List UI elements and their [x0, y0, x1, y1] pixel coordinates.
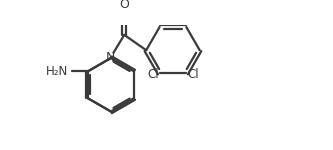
Text: N: N [106, 51, 116, 64]
Text: H₂N: H₂N [46, 65, 68, 78]
Text: Cl: Cl [147, 68, 159, 81]
Text: O: O [119, 0, 129, 11]
Text: Cl: Cl [187, 68, 199, 81]
